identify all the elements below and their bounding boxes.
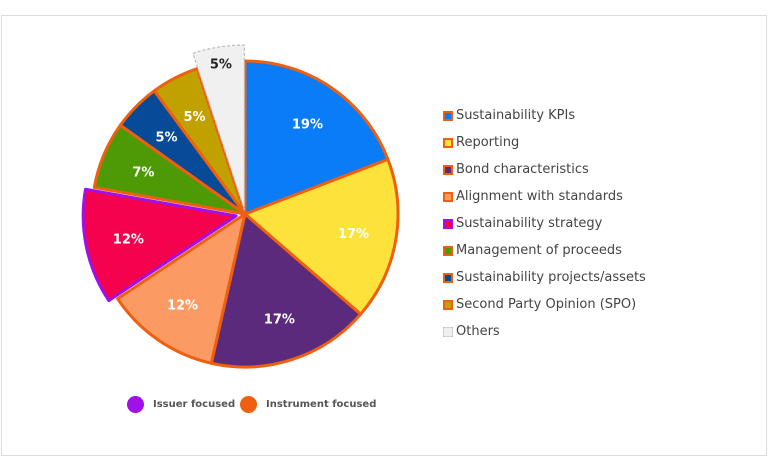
slice-label-8: 5% [210,57,232,72]
pie-slice-2[interactable] [209,212,363,369]
legend: Sustainability KPIs Reporting Bond charact… [443,102,646,345]
legend-swatch [443,191,453,202]
legend-item: Alignment with standards [443,183,646,210]
pie-slice-1[interactable] [243,157,400,316]
legend-label: Management of proceeds [456,243,622,258]
legend-item: Sustainability KPIs [443,102,646,129]
legend-swatch [443,164,453,175]
legend-swatch [443,299,453,310]
instrument-dot [240,396,257,413]
legend-item: Management of proceeds [443,237,646,264]
pie-slice-7[interactable] [152,67,247,216]
legend-swatch [443,326,453,337]
slice-label-1: 17% [338,227,369,242]
legend-label: Second Party Opinion (SPO) [456,297,637,312]
legend-item: Sustainability strategy [443,210,646,237]
legend-label: Sustainability KPIs [456,108,576,123]
legend-item: Sustainability projects/assets [443,264,646,291]
slice-label-6: 5% [155,131,177,146]
legend-label: Reporting [456,135,520,150]
legend-item: Bond characteristics [443,156,646,183]
pie-slice-3[interactable] [116,212,247,365]
legend-label: Others [456,324,500,339]
legend-label: Sustainability strategy [456,216,603,231]
slice-label-5: 7% [132,165,154,180]
instrument-label: Instrument focused [266,399,377,410]
legend-instrument-focused: Instrument focused [240,396,376,413]
legend-swatch [443,218,453,229]
slice-label-4: 12% [113,232,144,247]
legend-swatch [443,245,453,256]
issuer-dot [127,396,144,413]
slice-label-3: 12% [167,299,198,314]
pie-slice-4[interactable] [81,187,238,303]
issuer-label: Issuer focused [153,399,236,410]
pie-slice-8[interactable] [192,44,245,211]
legend-issuer-focused: Issuer focused [127,396,235,413]
legend-swatch [443,137,453,148]
legend-swatch [443,272,453,283]
legend-label: Alignment with standards [456,189,623,204]
legend-item: Reporting [443,129,646,156]
legend-item: Second Party Opinion (SPO) [443,291,646,318]
legend-label: Bond characteristics [456,162,589,177]
legend-swatch [443,110,453,121]
legend-label: Sustainability projects/assets [456,270,646,285]
pie-slice-0[interactable] [243,59,390,216]
slice-label-2: 17% [264,313,295,328]
slice-label-0: 19% [292,117,323,132]
slice-label-7: 5% [183,110,205,125]
legend-item: Others [443,318,646,345]
